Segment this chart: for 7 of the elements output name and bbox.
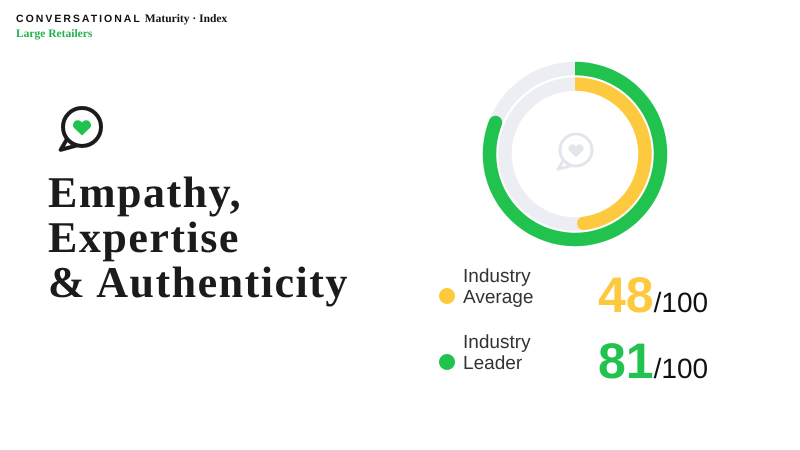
data-label: 81/100 xyxy=(598,333,708,389)
text: Large Retailers xyxy=(16,28,93,40)
text: CONVERSATIONAL Maturity · Index xyxy=(16,13,228,25)
category-label: Industry Leader xyxy=(463,332,532,374)
text: Empathy, Expertise & Authenticity xyxy=(48,168,349,307)
data-label: 48/100 xyxy=(598,267,708,323)
category-label: Industry Average xyxy=(463,266,534,308)
